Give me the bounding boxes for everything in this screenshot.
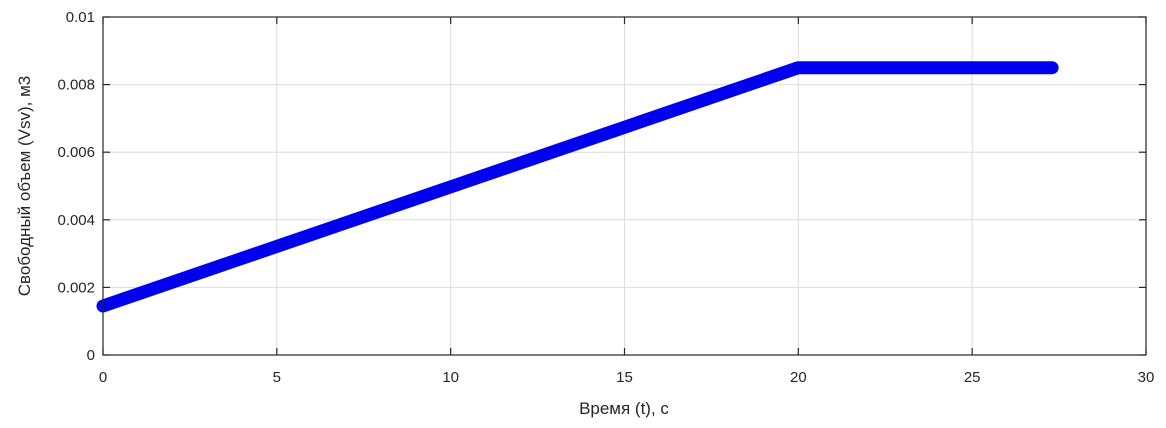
- tick-layer: 0 5 10 15 20 25 30 0 0.002 0.004 0.006 0.008 0.01: [57, 9, 1154, 386]
- y-tick-label: 0.008: [57, 77, 95, 94]
- y-tick-label: 0.006: [57, 144, 95, 161]
- x-axis-label: Время (t), с: [579, 399, 669, 418]
- series-layer: [96, 61, 1059, 313]
- y-axis-label: Свободный объем (Vsv), м3: [15, 76, 34, 297]
- x-tick-label: 30: [1138, 369, 1155, 386]
- y-tick-label: 0: [87, 347, 95, 364]
- x-tick-label: 15: [616, 369, 633, 386]
- x-tick-label: 0: [99, 369, 107, 386]
- x-tick-label: 5: [273, 369, 281, 386]
- y-tick-label: 0.01: [66, 9, 95, 26]
- y-tick-label: 0.004: [57, 212, 95, 229]
- x-tick-label: 20: [790, 369, 807, 386]
- series-line: [96, 61, 1059, 313]
- x-tick-label: 25: [964, 369, 981, 386]
- x-tick-label: 10: [442, 369, 459, 386]
- y-tick-label: 0.002: [57, 279, 95, 296]
